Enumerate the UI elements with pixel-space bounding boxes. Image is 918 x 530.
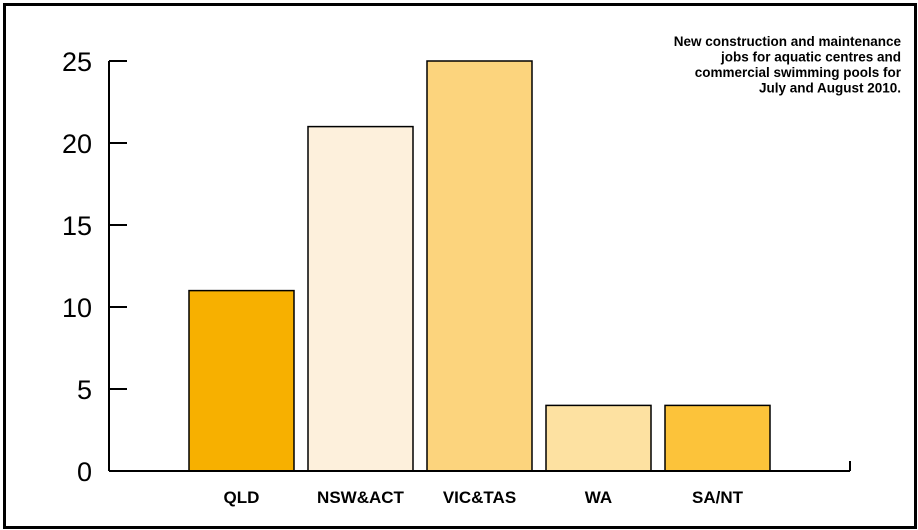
category-label: NSW&ACT bbox=[317, 488, 404, 507]
bar-vic-tas bbox=[426, 60, 533, 472]
y-tick-label: 5 bbox=[77, 375, 92, 405]
annotation-line: New construction and maintenance bbox=[674, 34, 902, 49]
annotation-line: commercial swimming pools for bbox=[695, 65, 902, 80]
y-tick-label: 10 bbox=[62, 293, 92, 323]
bar-wa bbox=[545, 404, 652, 472]
bar-qld bbox=[188, 289, 295, 472]
bar-chart: 0 5 10 15 20 25 QLD NSW&ACT VIC&TAS WA SA/NT New … bbox=[62, 34, 902, 507]
category-label: QLD bbox=[224, 488, 260, 507]
category-label: SA/NT bbox=[692, 488, 744, 507]
chart-frame: 0 5 10 15 20 25 QLD NSW&ACT VIC&TAS WA SA/NT New … bbox=[3, 3, 917, 529]
y-tick-label: 0 bbox=[77, 457, 92, 487]
y-ticks-group: 0 5 10 15 20 25 bbox=[62, 47, 127, 487]
bar-sa-nt bbox=[664, 404, 771, 472]
annotation-line: July and August 2010. bbox=[759, 81, 901, 96]
annotation-line: jobs for aquatic centres and bbox=[720, 50, 901, 65]
y-tick-label: 20 bbox=[62, 129, 92, 159]
category-label: WA bbox=[585, 488, 612, 507]
axes-group bbox=[108, 61, 851, 472]
y-tick-label: 15 bbox=[62, 211, 92, 241]
category-label: VIC&TAS bbox=[443, 488, 516, 507]
bars-group bbox=[188, 60, 771, 472]
y-tick-label: 25 bbox=[62, 47, 92, 77]
category-labels-group: QLD NSW&ACT VIC&TAS WA SA/NT bbox=[224, 488, 744, 507]
bar-nsw-act bbox=[307, 125, 414, 472]
